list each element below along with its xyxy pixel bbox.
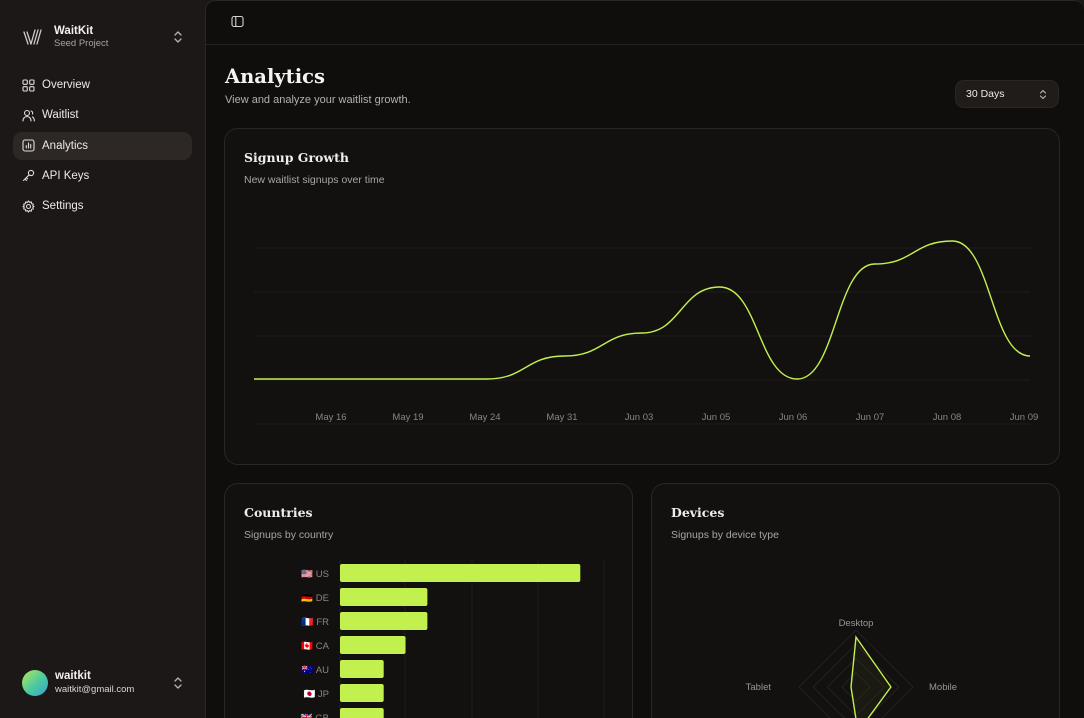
sidebar-item-label: Settings [42, 200, 84, 213]
chevrons-up-down-icon [1039, 89, 1047, 100]
bar [340, 660, 384, 678]
devices-card: Devices Signups by device type Desktop Mo… [651, 483, 1060, 718]
card-subtitle: Signups by device type [671, 529, 779, 541]
sidebar-item-waitlist[interactable]: Waitlist [13, 101, 192, 129]
category-label: 🇯🇵 JP [303, 688, 329, 700]
category-label: 🇩🇪 DE [301, 592, 329, 604]
bar [340, 564, 581, 582]
x-tick-label: Jun 09 [1010, 412, 1039, 423]
avatar [22, 670, 48, 696]
radar-grid [798, 629, 914, 718]
chevrons-up-down-icon[interactable] [172, 675, 184, 691]
bar [340, 684, 384, 702]
x-tick-label: Jun 06 [779, 412, 808, 423]
bar [340, 708, 384, 718]
team-subtitle: Seed Project [54, 37, 109, 49]
x-tick-label: Jun 07 [856, 412, 885, 423]
main-content: Analytics View and analyze your waitlist… [205, 0, 1084, 718]
bar [340, 588, 428, 606]
sidebar-item-label: Overview [42, 79, 90, 91]
category-label: 🇨🇦 CA [301, 640, 329, 652]
chevrons-up-down-icon[interactable] [172, 29, 184, 45]
sidebar-item-analytics[interactable]: Analytics [13, 131, 192, 160]
team-name: WaitKit [54, 24, 94, 37]
page-title: Analytics [225, 65, 325, 88]
page-subtitle: View and analyze your waitlist growth. [225, 94, 411, 106]
users-icon [22, 109, 35, 122]
countries-chart[interactable]: 🇺🇸 US 🇩🇪 DE 🇫🇷 FR 🇨🇦 CA 🇦🇺 AU 🇯🇵 JP 🇬🇧 GB [225, 484, 632, 718]
bar [340, 636, 406, 654]
card-subtitle: New waitlist signups over time [244, 174, 385, 186]
category-label: 🇫🇷 FR [302, 616, 329, 628]
card-title: Signup Growth [244, 150, 350, 165]
radar-axis-label: Tablet [746, 682, 772, 693]
grid-icon [22, 78, 35, 92]
radar-axis-label: Desktop [839, 618, 874, 629]
sidebar-item-api-keys[interactable]: API Keys [13, 162, 192, 190]
category-label: 🇦🇺 AU [302, 664, 329, 676]
key-icon [22, 170, 35, 182]
user-text: waitkit waitkit@gmail.com [55, 670, 134, 696]
card-subtitle: Signups by country [244, 529, 334, 541]
sidebar-item-label: Waitlist [42, 109, 79, 122]
category-label: 🇬🇧 GB [301, 712, 329, 718]
x-tick-label: May 16 [315, 412, 346, 423]
sidebar-nav: Overview Waitlist Analytics API Keys [13, 71, 192, 222]
team-text: WaitKit Seed Project [54, 25, 108, 50]
radar-shape [850, 635, 892, 718]
devices-chart[interactable]: Desktop Mobile Tablet [652, 484, 1059, 718]
sidebar-toggle-icon[interactable] [231, 15, 244, 28]
waitkit-logo-icon [23, 29, 42, 45]
series-line [253, 240, 1031, 380]
category-label: 🇺🇸 US [301, 568, 329, 580]
team-switcher[interactable]: WaitKit Seed Project [22, 22, 184, 52]
x-tick-label: Jun 05 [702, 412, 731, 423]
sidebar-item-label: API Keys [42, 169, 90, 182]
sidebar: WaitKit Seed Project Overview Waitlist [0, 0, 205, 718]
date-range-value: 30 Days [966, 88, 1005, 100]
date-range-select[interactable]: 30 Days [955, 80, 1059, 108]
card-title: Devices [671, 505, 725, 520]
user-menu[interactable]: waitkit waitkit@gmail.com [22, 669, 184, 697]
x-tick-label: May 19 [392, 412, 423, 423]
sidebar-item-label: Analytics [42, 139, 89, 152]
radar-grid [812, 643, 900, 718]
user-email: waitkit@gmail.com [55, 684, 135, 695]
x-tick-label: May 24 [469, 412, 500, 423]
sidebar-item-overview[interactable]: Overview [13, 71, 192, 99]
bar [340, 612, 428, 630]
top-bar [206, 1, 1084, 45]
chart-icon [22, 139, 35, 152]
user-name: waitkit [55, 670, 91, 682]
radar-grid [841, 672, 871, 702]
x-tick-label: Jun 08 [933, 412, 962, 423]
radar-axis-label: Mobile [929, 682, 957, 693]
signup-growth-card: Signup Growth New waitlist signups over … [224, 128, 1060, 465]
gear-icon [22, 200, 35, 213]
card-title: Countries [244, 505, 313, 520]
sidebar-item-settings[interactable]: Settings [13, 192, 192, 220]
x-tick-label: Jun 03 [625, 412, 654, 423]
countries-card: Countries Signups by country 🇺🇸 US 🇩🇪 DE 🇫… [224, 483, 633, 718]
signup-growth-chart[interactable]: May 16 May 19 May 24 May 31 Jun 03 Jun 05 Jun … [225, 129, 1059, 464]
x-tick-label: May 31 [546, 412, 577, 423]
